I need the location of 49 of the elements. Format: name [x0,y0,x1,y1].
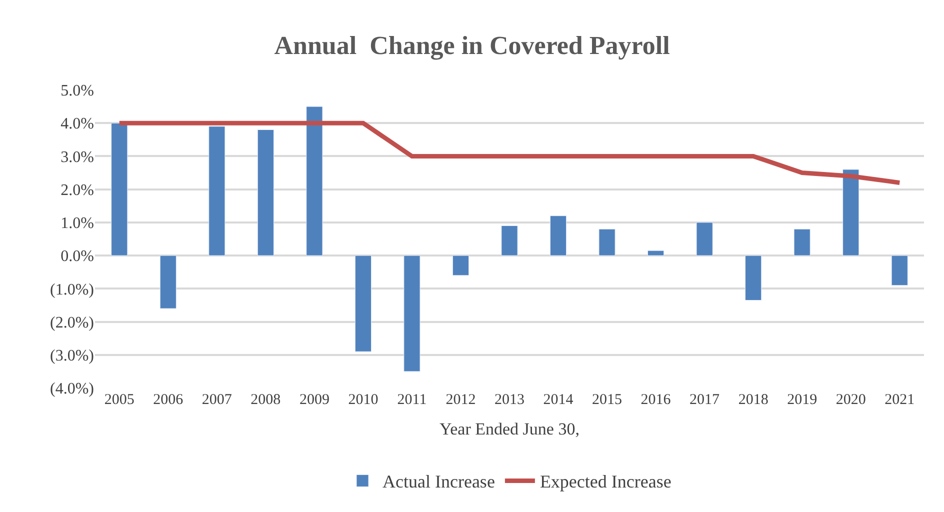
x-tick-label: 2016 [640,392,672,408]
x-tick-label: 2008 [250,392,281,408]
x-tick-label: 2009 [299,392,330,408]
x-tick-label: 2012 [446,392,476,408]
y-tick-label: (2.0%) [50,314,94,332]
x-tick-label: 2015 [592,392,622,408]
y-tick-label: 2.0% [60,182,94,199]
x-tick-label: 2013 [494,392,524,408]
x-tick-label: 2005 [104,392,134,408]
bar [306,106,323,256]
bar [354,255,372,352]
bar [696,222,713,256]
x-tick-label: 2019 [787,392,818,408]
bar [891,255,908,286]
chart-title: Annual Change in Covered Payroll [274,31,670,60]
y-tick-label: 5.0% [60,82,94,100]
x-axis-title: Year Ended June 30, [440,419,580,438]
bar [404,255,420,372]
y-tick-label: 1.0% [60,215,94,232]
bar [794,228,810,256]
legend-label: Expected Increase [540,472,672,492]
bar [452,255,470,276]
x-tick-label: 2014 [543,392,574,408]
bar [501,226,518,256]
legend-label: Actual Increase [382,472,495,492]
y-tick-label: (1.0%) [50,281,94,298]
y-tick-label: 3.0% [60,148,94,166]
x-tick-label: 2017 [690,392,720,408]
x-tick-label: 2021 [884,392,915,408]
x-tick-label: 2007 [202,392,232,408]
bar [598,228,616,256]
bar [550,216,567,256]
bar [745,255,762,301]
bar [648,250,664,256]
x-tick-label: 2011 [397,392,427,408]
x-tick-label: 2006 [153,392,184,408]
bar [160,255,176,309]
bar [842,169,860,256]
y-tick-label: (4.0%) [50,380,94,398]
x-tick-label: 2010 [348,392,378,408]
bar [257,129,274,256]
y-tick-label: (3.0%) [50,347,94,364]
x-tick-label: 2020 [836,392,866,408]
line-series [117,120,902,185]
y-tick-label: 0.0% [60,248,94,266]
y-tick-label: 4.0% [60,116,94,133]
x-tick-label: 2018 [738,392,768,408]
bar [111,122,128,256]
bar [208,126,226,256]
